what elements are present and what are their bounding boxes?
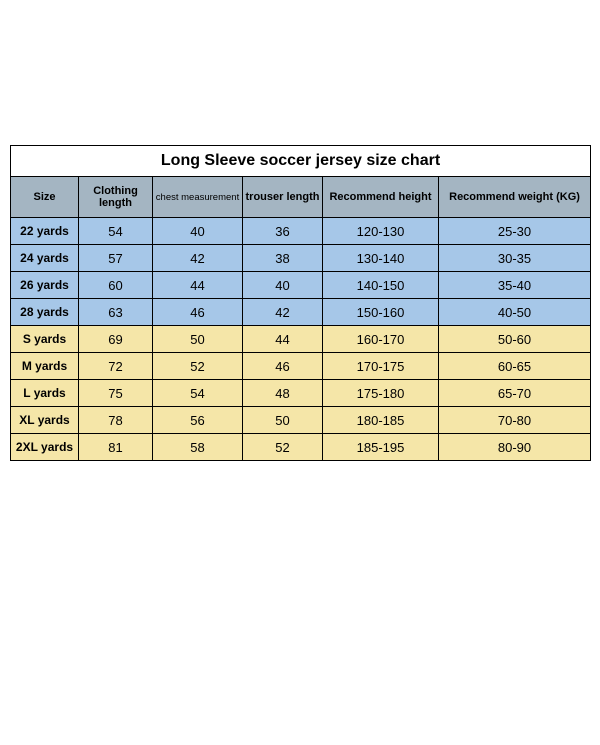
chart-title: Long Sleeve soccer jersey size chart	[11, 146, 591, 177]
value-cell: 58	[153, 434, 243, 461]
table-row: 22 yards544036120-13025-30	[11, 218, 591, 245]
size-cell: M yards	[11, 353, 79, 380]
value-cell: 50	[243, 407, 323, 434]
value-cell: 44	[243, 326, 323, 353]
value-cell: 69	[79, 326, 153, 353]
value-cell: 25-30	[439, 218, 591, 245]
value-cell: 56	[153, 407, 243, 434]
size-cell: 2XL yards	[11, 434, 79, 461]
value-cell: 46	[243, 353, 323, 380]
value-cell: 65-70	[439, 380, 591, 407]
value-cell: 48	[243, 380, 323, 407]
value-cell: 75	[79, 380, 153, 407]
value-cell: 140-150	[323, 272, 439, 299]
size-cell: 22 yards	[11, 218, 79, 245]
table-row: S yards695044160-17050-60	[11, 326, 591, 353]
value-cell: 50-60	[439, 326, 591, 353]
value-cell: 52	[243, 434, 323, 461]
col-trouser-length: trouser length	[243, 177, 323, 218]
value-cell: 170-175	[323, 353, 439, 380]
table-row: M yards725246170-17560-65	[11, 353, 591, 380]
value-cell: 54	[153, 380, 243, 407]
value-cell: 40	[243, 272, 323, 299]
value-cell: 35-40	[439, 272, 591, 299]
value-cell: 57	[79, 245, 153, 272]
value-cell: 52	[153, 353, 243, 380]
value-cell: 81	[79, 434, 153, 461]
size-cell: S yards	[11, 326, 79, 353]
col-clothing-length: Clothing length	[79, 177, 153, 218]
value-cell: 160-170	[323, 326, 439, 353]
value-cell: 40-50	[439, 299, 591, 326]
value-cell: 40	[153, 218, 243, 245]
header-row: Size Clothing length chest measurement t…	[11, 177, 591, 218]
value-cell: 44	[153, 272, 243, 299]
table-row: 28 yards634642150-16040-50	[11, 299, 591, 326]
table-row: XL yards785650180-18570-80	[11, 407, 591, 434]
value-cell: 180-185	[323, 407, 439, 434]
size-cell: 28 yards	[11, 299, 79, 326]
value-cell: 54	[79, 218, 153, 245]
value-cell: 36	[243, 218, 323, 245]
value-cell: 46	[153, 299, 243, 326]
col-recommend-height: Recommend height	[323, 177, 439, 218]
col-recommend-weight: Recommend weight (KG)	[439, 177, 591, 218]
value-cell: 70-80	[439, 407, 591, 434]
col-chest-measurement: chest measurement	[153, 177, 243, 218]
title-row: Long Sleeve soccer jersey size chart	[11, 146, 591, 177]
table-row: 2XL yards815852185-19580-90	[11, 434, 591, 461]
value-cell: 78	[79, 407, 153, 434]
table-row: 26 yards604440140-15035-40	[11, 272, 591, 299]
table-row: 24 yards574238130-14030-35	[11, 245, 591, 272]
size-cell: 24 yards	[11, 245, 79, 272]
value-cell: 60	[79, 272, 153, 299]
size-cell: XL yards	[11, 407, 79, 434]
value-cell: 38	[243, 245, 323, 272]
value-cell: 80-90	[439, 434, 591, 461]
value-cell: 42	[153, 245, 243, 272]
size-chart-table: Long Sleeve soccer jersey size chart Siz…	[10, 145, 591, 461]
value-cell: 120-130	[323, 218, 439, 245]
size-cell: L yards	[11, 380, 79, 407]
size-cell: 26 yards	[11, 272, 79, 299]
value-cell: 72	[79, 353, 153, 380]
table-row: L yards755448175-18065-70	[11, 380, 591, 407]
value-cell: 42	[243, 299, 323, 326]
col-size: Size	[11, 177, 79, 218]
value-cell: 185-195	[323, 434, 439, 461]
value-cell: 175-180	[323, 380, 439, 407]
value-cell: 63	[79, 299, 153, 326]
value-cell: 60-65	[439, 353, 591, 380]
value-cell: 30-35	[439, 245, 591, 272]
value-cell: 50	[153, 326, 243, 353]
value-cell: 150-160	[323, 299, 439, 326]
value-cell: 130-140	[323, 245, 439, 272]
